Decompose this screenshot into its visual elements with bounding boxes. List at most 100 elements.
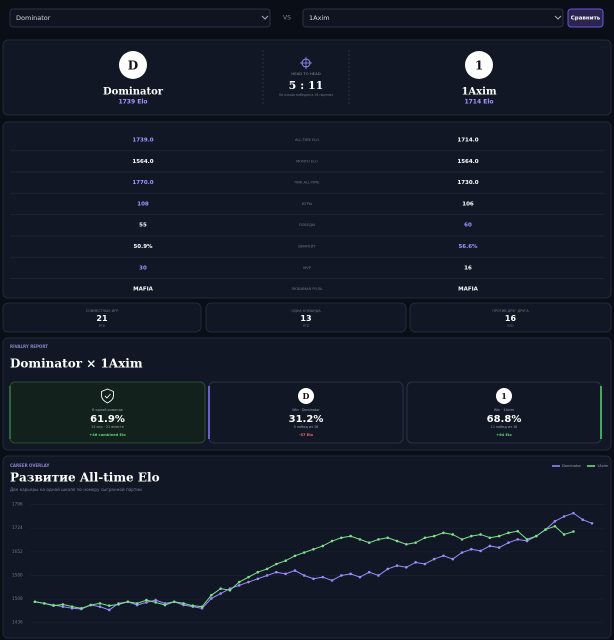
- stat-right: MAFIA: [458, 287, 479, 293]
- series-point: [358, 575, 362, 579]
- series-point: [284, 572, 287, 576]
- series-point: [358, 538, 362, 541]
- player-elo: 1739 Elo: [118, 99, 147, 106]
- series-point: [340, 536, 343, 540]
- avatar: [119, 51, 147, 79]
- series-point: [275, 562, 278, 566]
- series-point: [479, 549, 482, 553]
- series-point: [330, 579, 334, 582]
- series-point: [405, 543, 408, 546]
- series-point: [182, 602, 185, 605]
- summary-label: СОВМЕСТНЫХ ИГР: [86, 309, 118, 313]
- y-tick-label: 1652: [12, 549, 23, 554]
- series-point: [572, 511, 575, 515]
- avatar-letter: 1: [501, 391, 507, 401]
- series-point: [191, 604, 195, 607]
- chart-eyebrow: CAREER OVERLAY: [10, 463, 50, 468]
- series-point: [367, 570, 371, 574]
- series-point: [377, 574, 380, 577]
- stat-right: 1564.0: [457, 159, 478, 165]
- series-point: [405, 565, 408, 569]
- summary-label: ОДНА КОМАНДА: [291, 309, 321, 313]
- summary-card: [205, 302, 407, 333]
- select-player-2[interactable]: [302, 8, 564, 28]
- series-point: [349, 572, 352, 576]
- stat-left: 50.9%: [133, 244, 153, 250]
- series-point: [581, 518, 585, 521]
- series-point: [386, 536, 390, 540]
- series-point: [414, 561, 417, 564]
- series-point: [210, 593, 213, 597]
- select-player-1[interactable]: [9, 8, 271, 28]
- series-point: [544, 528, 547, 531]
- series-point: [488, 544, 492, 548]
- series-point: [525, 538, 529, 541]
- series-point: [98, 605, 102, 608]
- series-point: [451, 557, 455, 561]
- series-point: [237, 580, 241, 584]
- card-label: Win · 1Axim: [494, 408, 515, 412]
- series-point: [507, 541, 510, 544]
- chart-subtitle: Две карьеры на одной шкале по номеру сыг…: [10, 487, 142, 492]
- summary-value: 16: [505, 314, 517, 323]
- series-point: [451, 533, 455, 536]
- series-point: [80, 607, 83, 610]
- series-point: [442, 554, 445, 558]
- series-point: [340, 574, 343, 577]
- series-point: [98, 602, 102, 605]
- series-point: [33, 600, 37, 604]
- stat-label: ALL-TIME ELO: [295, 138, 319, 142]
- series-point: [562, 515, 566, 518]
- avatar-letter: D: [303, 391, 310, 401]
- chevron: [261, 15, 269, 20]
- series-point: [61, 603, 65, 606]
- series-point: [423, 562, 427, 566]
- series-point: [321, 544, 325, 548]
- card-sub: 13 игр · 21 вместе: [91, 425, 124, 429]
- series-point: [42, 602, 46, 605]
- compare-button[interactable]: [567, 8, 604, 28]
- series-point: [172, 600, 176, 604]
- series-point: [460, 538, 464, 541]
- chart-card: [2, 455, 612, 639]
- series-point: [460, 551, 464, 554]
- card-value: 31.2%: [289, 414, 324, 425]
- series-point: [572, 530, 575, 533]
- avatar-letter: D: [128, 59, 138, 73]
- h2h-label: HEAD TO HEAD: [291, 71, 320, 76]
- series-point: [479, 533, 482, 536]
- series-point: [154, 601, 157, 604]
- rivalry-eyebrow: RIVALRY REPORT: [10, 344, 48, 349]
- series-point: [302, 551, 306, 554]
- stat-left: MAFIA: [133, 287, 154, 293]
- stat-label: ПИК ALL-TIME: [294, 181, 320, 185]
- card-sub: 11 побед из 16: [491, 425, 518, 429]
- series-point: [535, 534, 538, 538]
- series-point: [275, 570, 278, 574]
- series-point: [247, 580, 250, 584]
- y-tick-label: 1724: [12, 525, 23, 530]
- series-point: [154, 598, 157, 602]
- series-point: [117, 603, 120, 606]
- series-point: [256, 577, 260, 581]
- series-point: [377, 538, 380, 541]
- player-name: Dominator: [103, 87, 164, 98]
- card-delta: +46 combined Elo: [89, 433, 126, 437]
- card-value: 61.9%: [90, 414, 125, 425]
- card-label: Win · Dominator: [292, 408, 320, 412]
- stat-left: 1564.0: [132, 159, 153, 165]
- select-value: 1Axim: [309, 14, 330, 22]
- series-point: [293, 569, 297, 572]
- series-point: [470, 534, 473, 538]
- series-point: [312, 547, 315, 551]
- player-name: 1Axim: [461, 87, 496, 98]
- series-point: [219, 587, 222, 590]
- series-point: [432, 534, 436, 538]
- series-point: [200, 605, 204, 608]
- stat-label: MONTH ELO: [296, 159, 318, 163]
- h2h-caption: По очным победам в 16 партиях: [279, 93, 334, 97]
- stat-label: MVP: [303, 266, 312, 270]
- select-value: Dominator: [16, 14, 51, 22]
- stats-card: [2, 121, 612, 299]
- series-point: [284, 559, 287, 563]
